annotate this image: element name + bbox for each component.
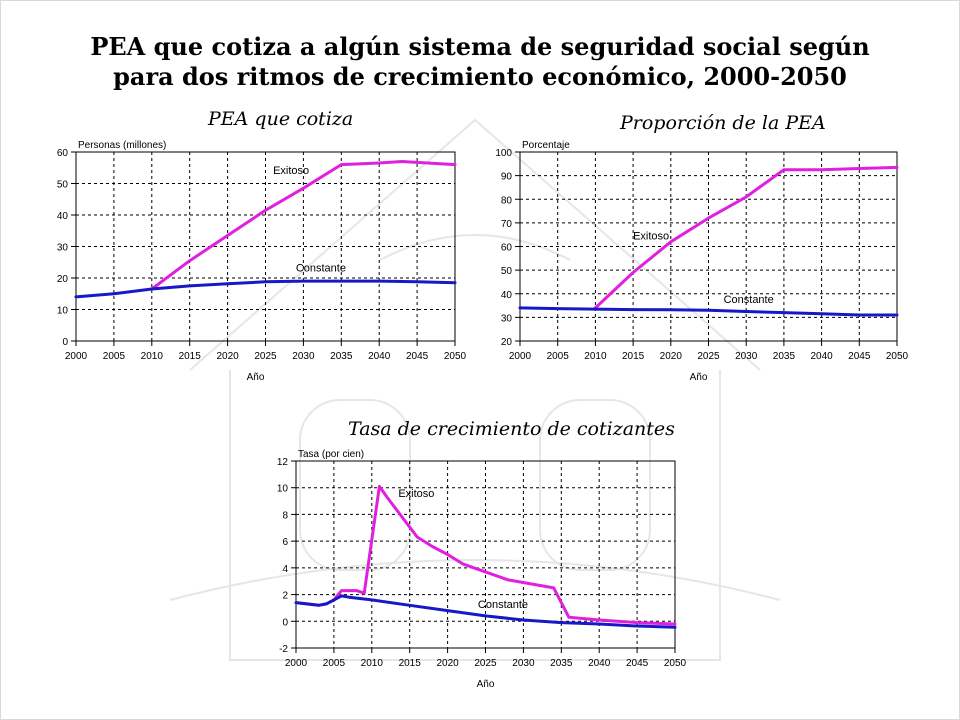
y-tick-label: -2 [279,644,288,655]
y-tick-label: 20 [501,337,513,348]
x-axis-label: Año [247,372,265,383]
y-tick-label: 12 [277,457,289,468]
y-tick-label: 100 [495,148,512,159]
y-tick-label: 70 [501,219,513,230]
x-tick-label: 2035 [773,351,796,362]
x-tick-label: 2050 [664,658,687,669]
y-axis-label: Porcentaje [522,140,570,151]
y-tick-label: 10 [277,484,289,495]
series-annotation: Constante [478,599,528,611]
y-axis-label: Tasa (por cien) [298,449,364,460]
chart-2-title: Proporción de la PEA [620,112,826,134]
x-axis-label: Año [477,679,495,690]
x-tick-label: 2015 [179,351,202,362]
x-tick-label: 2030 [735,351,758,362]
y-tick-label: 40 [57,211,69,222]
x-tick-label: 2045 [406,351,429,362]
x-tick-label: 2010 [584,351,607,362]
x-tick-label: 2050 [886,351,909,362]
x-tick-label: 2000 [509,351,532,362]
series-line-constante [518,306,899,317]
y-axis-label: Personas (millones) [78,140,166,151]
x-tick-label: 2035 [330,351,353,362]
x-tick-label: 2020 [660,351,683,362]
x-tick-label: 2040 [368,351,391,362]
series-line-constante [294,594,677,629]
x-tick-label: 2000 [65,351,88,362]
x-tick-label: 2030 [512,658,535,669]
y-tick-label: 6 [282,537,288,548]
y-tick-label: 30 [57,243,69,254]
y-tick-label: 60 [57,148,69,159]
y-tick-label: 50 [501,266,513,277]
y-tick-label: 0 [282,617,288,628]
series-annotation: Exitoso [398,488,434,500]
x-tick-label: 2015 [399,658,422,669]
series-annotation: Constante [296,263,346,275]
x-tick-label: 2030 [292,351,315,362]
x-tick-label: 2045 [848,351,871,362]
x-tick-label: 2020 [436,658,459,669]
background-watermark [169,118,781,661]
x-tick-label: 2000 [285,658,308,669]
series-line-exitoso [150,160,457,291]
x-tick-label: 2010 [141,351,164,362]
y-tick-label: 8 [282,510,288,521]
x-tick-label: 2045 [626,658,649,669]
x-tick-label: 2025 [474,658,497,669]
y-tick-label: 80 [501,195,513,206]
y-tick-label: 4 [282,564,288,575]
x-tick-label: 2040 [588,658,611,669]
x-tick-label: 2005 [323,658,346,669]
series-line-constante [74,279,457,299]
y-tick-label: 90 [501,172,513,183]
x-tick-label: 2020 [216,351,239,362]
y-tick-label: 30 [501,313,513,324]
x-tick-label: 2005 [547,351,570,362]
x-tick-label: 2015 [622,351,645,362]
y-tick-label: 60 [501,243,513,254]
chart-3-title: Tasa de crecimiento de cotizantes [348,418,675,440]
series-annotation: Exitoso [633,230,669,242]
y-tick-label: 20 [57,274,69,285]
x-tick-label: 2025 [697,351,720,362]
main-title-line-1: PEA que cotiza a algún sistema de seguri… [90,32,870,61]
x-tick-label: 2050 [444,351,467,362]
y-tick-label: 50 [57,180,69,191]
series-line-exitoso [294,484,677,626]
series-line-exitoso [593,165,899,310]
x-tick-label: 2010 [361,658,384,669]
series-annotation: Constante [724,294,774,306]
x-axis-label: Año [690,372,708,383]
main-title-line-2: para dos ritmos de crecimiento económico… [113,62,847,91]
x-tick-label: 2035 [550,658,573,669]
x-tick-label: 2005 [103,351,126,362]
x-tick-label: 2040 [810,351,833,362]
y-tick-label: 2 [282,591,288,602]
y-tick-label: 40 [501,290,513,301]
y-tick-label: 0 [62,337,68,348]
y-tick-label: 10 [57,306,69,317]
x-tick-label: 2025 [254,351,277,362]
series-annotation: Exitoso [273,165,309,177]
chart-1-title: PEA que cotiza [208,108,354,130]
